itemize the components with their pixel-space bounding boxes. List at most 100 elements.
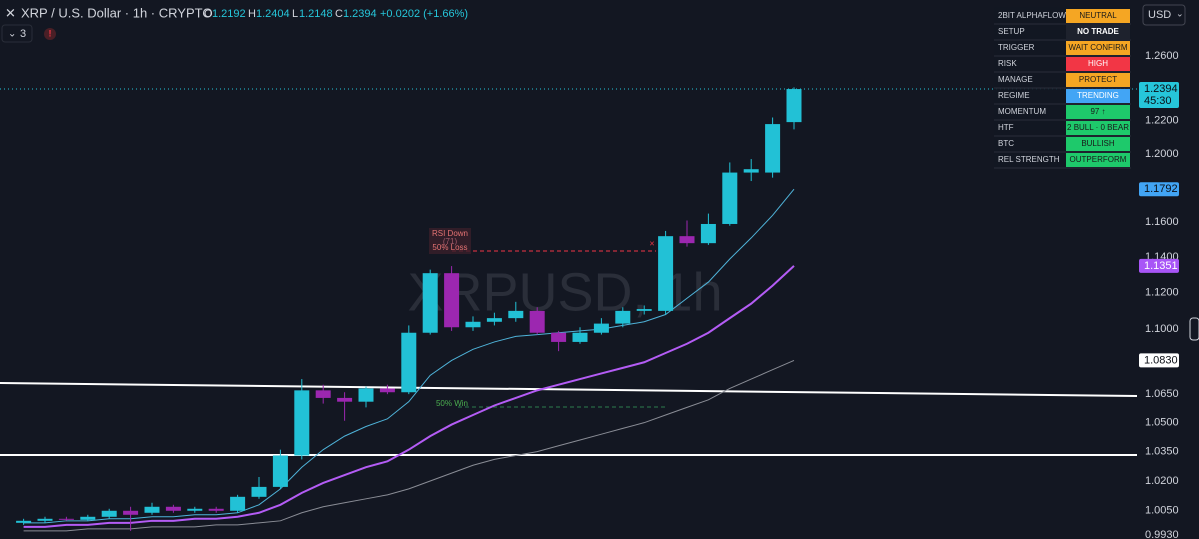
panel-label: MOMENTUM — [998, 107, 1046, 116]
currency: USD — [1148, 9, 1171, 21]
y-tick-label: 1.0050 — [1145, 505, 1179, 517]
header: ✕ XRP / U.S. Dollar · 1h · CRYPTO O 1.21… — [1, 5, 468, 43]
panel-cell — [1066, 73, 1130, 87]
panel-label: TRIGGER — [998, 43, 1035, 52]
panel-label: SETUP — [998, 27, 1025, 36]
rsi-box — [429, 228, 471, 254]
candle-body — [615, 310, 631, 324]
panel-label: MANAGE — [998, 75, 1033, 84]
candle-body — [722, 172, 738, 224]
price-tag-label: 1.0830 — [1144, 354, 1178, 366]
moving-average — [23, 265, 795, 528]
candle-body — [508, 310, 524, 319]
panel-cell — [1066, 25, 1130, 39]
currency-button[interactable] — [1142, 4, 1186, 26]
panel-cell — [1066, 41, 1130, 55]
price-tag-label: 1.2394 — [1144, 83, 1178, 95]
candle-body — [358, 388, 374, 402]
y-tick-label: 1.1600 — [1145, 216, 1179, 228]
candle-body — [658, 236, 674, 311]
candle-body — [315, 390, 331, 398]
candle-body — [379, 388, 395, 393]
chevron: ⌄ — [8, 29, 16, 40]
panel-value: WAIT CONFIRM — [1068, 43, 1127, 52]
indicators-toggle[interactable] — [1, 24, 33, 43]
price-tag — [1139, 353, 1179, 368]
exit-marker: × — [649, 238, 654, 248]
panel-value: NO TRADE — [1077, 27, 1119, 36]
ohlc-key: C — [335, 8, 343, 20]
y-tick-label: 1.1000 — [1145, 323, 1179, 335]
panel-label: RISK — [998, 59, 1017, 68]
candle-body — [37, 518, 53, 521]
candle-body — [58, 518, 74, 520]
close-icon[interactable]: ✕ — [5, 5, 16, 20]
panel-label: BTC — [998, 139, 1014, 148]
ohlc-key: O — [204, 8, 213, 20]
panel-value: PROTECT — [1079, 75, 1117, 84]
candle-body — [422, 273, 438, 333]
panel-cell — [1066, 89, 1130, 103]
alert-text: ! — [49, 28, 52, 38]
panel-cell — [1066, 153, 1130, 167]
status-panel: 2BIT ALPHAFLOW NEUTRAL SETUP NO TRADE TRIGGE… — [994, 7, 1131, 169]
symbol: XRP / U.S. Dollar · 1h · CRYPTO — [21, 5, 212, 20]
annotation: 50% Loss — [432, 243, 467, 252]
price-tag-label: 1.1792 — [1144, 183, 1178, 195]
price-tag — [1139, 182, 1179, 197]
candle-body — [187, 508, 203, 511]
ohlc-value: 1.2148 — [299, 8, 333, 20]
panel-label: REGIME — [998, 91, 1030, 100]
moving-average — [23, 359, 795, 532]
candle-body — [551, 332, 567, 342]
panel-cell — [1066, 57, 1130, 71]
candle-body — [444, 273, 460, 328]
y-tick-label: 1.0650 — [1145, 388, 1179, 400]
candle-body — [101, 510, 117, 517]
trend-line — [0, 382, 1138, 397]
panel-cell — [1066, 105, 1130, 119]
indicators-count: 3 — [20, 28, 26, 40]
candle-body — [743, 169, 759, 173]
moving-average — [23, 188, 795, 524]
candle-body — [679, 236, 695, 244]
y-tick-label: 1.0200 — [1145, 475, 1179, 487]
candle-body — [700, 223, 716, 244]
price-tag — [1139, 82, 1179, 109]
y-tick-label: 1.1200 — [1145, 287, 1179, 299]
candle-body — [251, 486, 267, 497]
candle-body — [529, 310, 545, 333]
dropdown-icon: ⌄ — [1176, 8, 1184, 18]
y-tick-label: 1.0350 — [1145, 446, 1179, 458]
ohlc-value: 1.2394 — [343, 8, 377, 20]
candle-body — [337, 397, 353, 402]
candle-body — [165, 506, 181, 511]
annotation: RSI Down — [432, 229, 468, 238]
ohlc-value: 1.2192 — [212, 8, 246, 20]
price-axis: USD ⌄ 0.9930 1.0050 1.0200 1.0350 1.0500 1.06… — [1137, 0, 1199, 539]
panel-cell — [1066, 9, 1130, 23]
ohlc-key: H — [248, 8, 256, 20]
y-tick-label: 0.9930 — [1145, 529, 1179, 539]
annotation: 50% Win — [436, 399, 468, 408]
countdown: 45:30 — [1144, 95, 1172, 107]
candle-body — [230, 496, 246, 511]
candle-body — [572, 332, 588, 342]
candle-body — [123, 510, 139, 515]
panel-value: 97 ↑ — [1090, 107, 1105, 116]
candle-body — [786, 89, 802, 123]
panel-value: OUTPERFORM — [1070, 155, 1127, 164]
panel-cell — [1066, 121, 1130, 135]
panel-value: 2 BULL · 0 BEAR — [1067, 123, 1129, 132]
scroll-handle[interactable] — [1189, 317, 1199, 341]
panel-value: BULLISH — [1081, 139, 1115, 148]
alert-icon[interactable] — [44, 28, 56, 40]
candle-body — [636, 309, 652, 311]
y-tick-label: 1.0500 — [1145, 417, 1179, 429]
candle-body — [208, 508, 224, 511]
candle-body — [765, 124, 781, 173]
panel-value: HIGH — [1088, 59, 1108, 68]
y-tick-label: 1.2000 — [1145, 148, 1179, 160]
